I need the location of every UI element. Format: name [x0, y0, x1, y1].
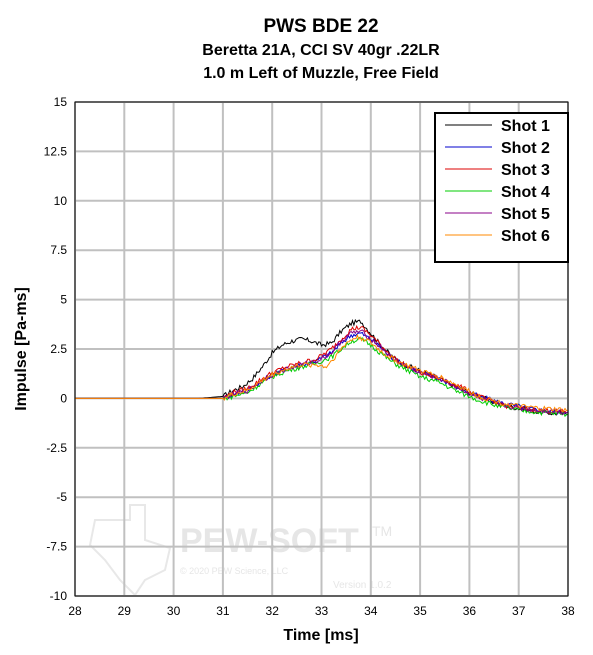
y-tick-label: 7.5: [50, 243, 67, 257]
watermark-version: Version 1.0.2: [333, 580, 392, 591]
y-tick-label: 10: [54, 194, 68, 208]
x-tick-label: 30: [167, 604, 181, 618]
chart-subtitle-line-2: 1.0 m Left of Muzzle, Free Field: [203, 65, 439, 82]
texas-logo: [88, 504, 172, 597]
y-tick-label: 12.5: [44, 144, 68, 158]
x-tick-label: 34: [364, 604, 378, 618]
legend-label-1: Shot 1: [501, 118, 550, 135]
x-tick-label: 35: [413, 604, 427, 618]
x-tick-label: 32: [266, 604, 280, 618]
legend-label-5: Shot 5: [501, 206, 550, 223]
x-tick-label: 28: [68, 604, 82, 618]
watermark-copyright: © 2020 PEW Science, LLC: [180, 566, 289, 576]
x-tick-label: 31: [216, 604, 230, 618]
y-tick-labels: 15 12.5 10 7.5 5 2.5 0 -2.5 -5 -7.5 -10: [44, 95, 68, 603]
y-tick-label: 0: [60, 391, 67, 405]
legend-box: [434, 112, 569, 263]
x-tick-labels: 28 29 30 31 32 33 34 35 36 37 38: [68, 604, 575, 618]
plot-border: [74, 101, 569, 597]
legend-label-3: Shot 3: [501, 162, 550, 179]
y-tick-label: 2.5: [50, 342, 67, 356]
y-tick-label: 15: [54, 95, 68, 109]
x-tick-label: 36: [463, 604, 477, 618]
legend: Shot 1 Shot 2 Shot 3 Shot 4 Shot 5 Shot 6: [434, 112, 569, 263]
watermark-brand: PEW-SOFT: [180, 522, 359, 560]
legend-label-6: Shot 6: [501, 228, 550, 245]
y-axis-label: Impulse [Pa-ms]: [13, 287, 30, 411]
legend-label-2: Shot 2: [501, 140, 550, 157]
x-tick-label: 37: [512, 604, 526, 618]
y-tick-label: -5: [56, 490, 67, 504]
x-tick-label: 38: [561, 604, 575, 618]
y-tick-label: -10: [50, 589, 68, 603]
legend-label-4: Shot 4: [501, 184, 550, 201]
x-tick-label: 29: [118, 604, 132, 618]
x-axis-label: Time [ms]: [283, 627, 358, 644]
watermark: PEW-SOFT TM © 2020 PEW Science, LLC Vers…: [88, 504, 392, 597]
series-line-6: [75, 333, 569, 413]
chart-subtitle-line-1: Beretta 21A, CCI SV 40gr .22LR: [202, 42, 440, 59]
chart-title: PWS BDE 22: [263, 16, 378, 37]
y-tick-label: -2.5: [46, 441, 67, 455]
y-tick-label: 5: [60, 293, 67, 307]
watermark-trademark: TM: [372, 523, 392, 539]
x-tick-label: 33: [315, 604, 329, 618]
series-layer: [75, 318, 569, 418]
y-tick-label: -7.5: [46, 540, 67, 554]
